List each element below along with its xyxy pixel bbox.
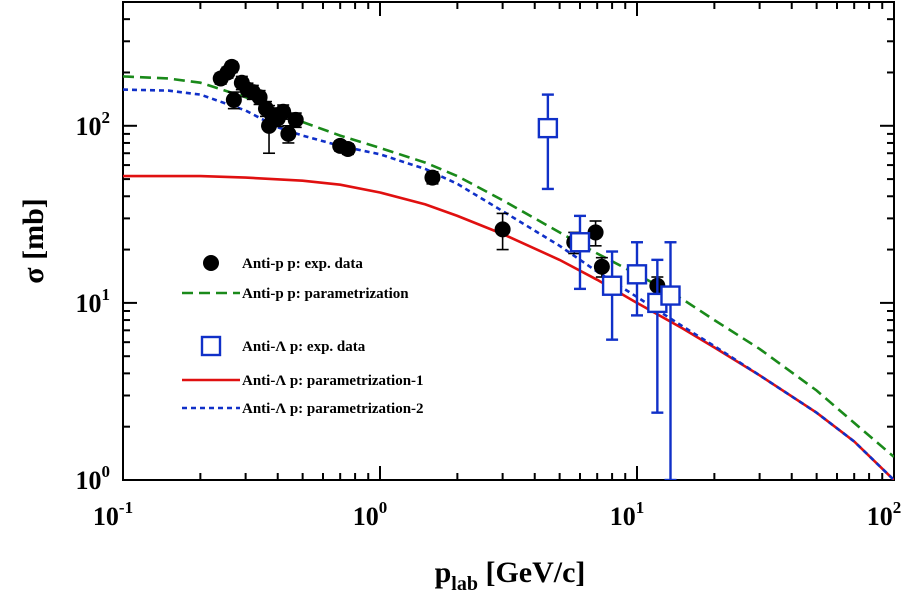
y-tick-label-base: 10 <box>76 112 102 141</box>
legend-label: Anti-Λ p: exp. data <box>242 339 366 355</box>
x-tick-label: 100 <box>353 498 388 531</box>
y-axis-title: σ [mb] <box>17 198 50 283</box>
data-point <box>339 140 356 157</box>
x-tick-label-base: 10 <box>867 502 893 531</box>
x-tick-label-base: 10 <box>353 502 379 531</box>
data-point <box>593 258 610 275</box>
data-point <box>587 224 604 241</box>
legend-label: Anti-p p: exp. data <box>242 256 363 272</box>
data-point <box>223 58 240 75</box>
axis-ticks <box>122 1 894 481</box>
series-points-2 <box>537 93 681 480</box>
data-point <box>569 232 591 253</box>
data-point <box>494 221 511 238</box>
data-point <box>280 125 297 142</box>
x-axis-title-sub: lab <box>451 573 478 592</box>
x-axis-title-main: p <box>435 556 452 589</box>
x-tick-label-exp: 2 <box>893 498 902 517</box>
y-tick-label-exp: 2 <box>102 108 111 127</box>
x-tick-label-exp: 0 <box>379 498 388 517</box>
series-points-0 <box>212 58 666 297</box>
series-line-3 <box>123 174 894 480</box>
x-tick-label-base: 10 <box>93 502 119 531</box>
data-point <box>275 103 292 120</box>
y-tick-label-exp: 0 <box>102 462 111 481</box>
series-line-4 <box>123 88 894 480</box>
y-tick-label-exp: 1 <box>102 285 111 304</box>
data-point <box>287 111 304 128</box>
data-point <box>424 169 441 186</box>
y-tick-label: 102 <box>76 108 111 141</box>
legend: Anti-p p: exp. data Anti-p p: parametriza… <box>182 255 424 417</box>
data-point <box>225 91 242 108</box>
data-point <box>626 264 648 285</box>
series-line-1 <box>123 75 894 458</box>
legend-label: Anti-p p: parametrization <box>242 286 409 302</box>
y-tick-label-base: 10 <box>76 289 102 318</box>
legend-label: Anti-Λ p: parametrization-2 <box>242 401 424 417</box>
x-axis-title-unit: [GeV/c] <box>478 556 585 589</box>
x-axis-title: plab [GeV/c] <box>435 556 586 592</box>
legend-marker <box>203 255 219 271</box>
legend-label: Anti-Λ p: parametrization-1 <box>242 373 424 389</box>
x-tick-label-exp: 1 <box>636 498 645 517</box>
x-tick-label: 101 <box>610 498 645 531</box>
y-tick-label-base: 10 <box>76 466 102 495</box>
y-tick-label: 100 <box>76 462 111 495</box>
x-tick-label-base: 10 <box>610 502 636 531</box>
data-point <box>537 117 559 139</box>
y-tick-label: 101 <box>76 285 111 318</box>
data-point <box>660 285 681 306</box>
legend-marker <box>200 335 222 357</box>
data-point <box>601 275 623 296</box>
x-tick-label: 102 <box>867 498 902 531</box>
plot-frame <box>122 1 895 481</box>
data-series <box>123 58 894 480</box>
x-tick-label: 10-1 <box>93 498 133 531</box>
x-tick-label-exp: -1 <box>119 498 133 517</box>
